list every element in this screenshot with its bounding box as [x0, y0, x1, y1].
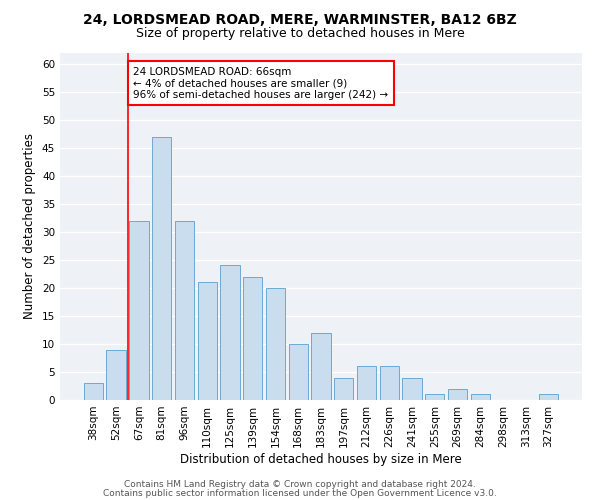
X-axis label: Distribution of detached houses by size in Mere: Distribution of detached houses by size …	[180, 452, 462, 466]
Bar	[357, 366, 376, 400]
Bar	[311, 332, 331, 400]
Bar	[175, 220, 194, 400]
Bar	[334, 378, 353, 400]
Bar	[380, 366, 399, 400]
Bar	[425, 394, 445, 400]
Text: Contains public sector information licensed under the Open Government Licence v3: Contains public sector information licen…	[103, 490, 497, 498]
Bar	[289, 344, 308, 400]
Text: Size of property relative to detached houses in Mere: Size of property relative to detached ho…	[136, 28, 464, 40]
Bar	[448, 389, 467, 400]
Text: 24 LORDSMEAD ROAD: 66sqm
← 4% of detached houses are smaller (9)
96% of semi-det: 24 LORDSMEAD ROAD: 66sqm ← 4% of detache…	[133, 66, 388, 100]
Bar	[129, 220, 149, 400]
Bar	[84, 383, 103, 400]
Y-axis label: Number of detached properties: Number of detached properties	[23, 133, 37, 320]
Bar	[470, 394, 490, 400]
Text: Contains HM Land Registry data © Crown copyright and database right 2024.: Contains HM Land Registry data © Crown c…	[124, 480, 476, 489]
Bar	[403, 378, 422, 400]
Bar	[152, 136, 172, 400]
Bar	[266, 288, 285, 400]
Bar	[220, 266, 239, 400]
Bar	[197, 282, 217, 400]
Bar	[243, 276, 262, 400]
Text: 24, LORDSMEAD ROAD, MERE, WARMINSTER, BA12 6BZ: 24, LORDSMEAD ROAD, MERE, WARMINSTER, BA…	[83, 12, 517, 26]
Bar	[106, 350, 126, 400]
Bar	[539, 394, 558, 400]
